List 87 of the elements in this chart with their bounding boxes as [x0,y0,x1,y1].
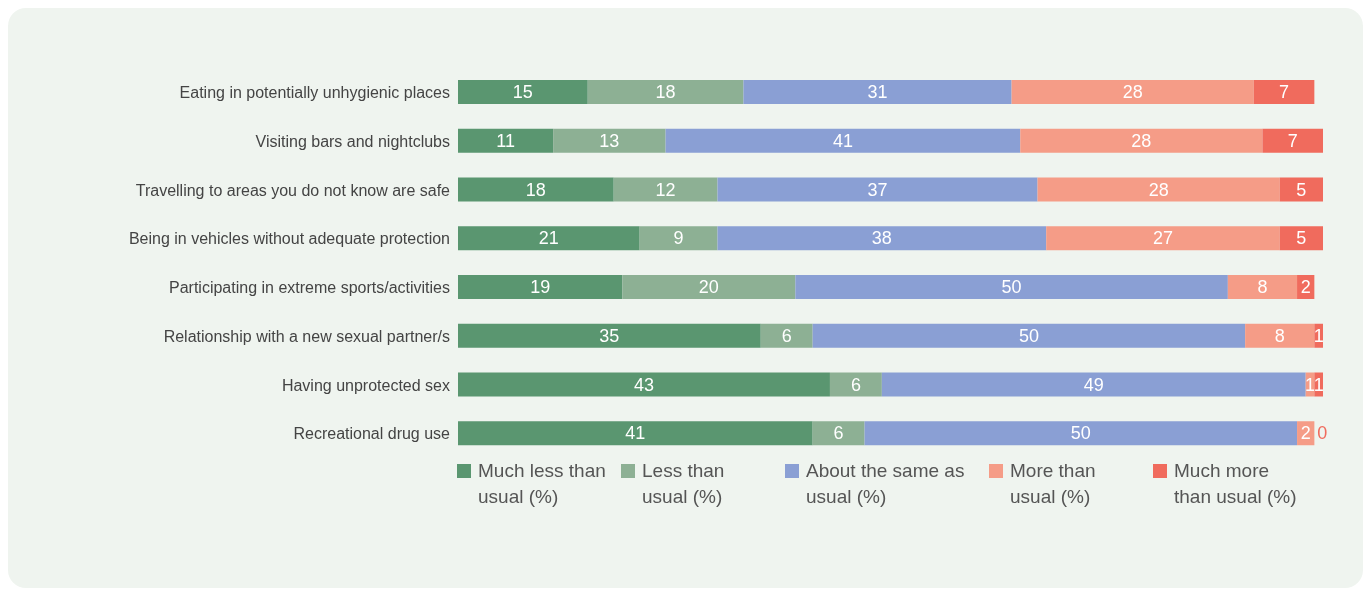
bar [812,323,1246,348]
data-label: 18 [525,179,546,200]
bar [717,226,1047,251]
data-label: 28 [1131,130,1152,151]
bar [1245,323,1315,348]
bar [1011,80,1254,104]
data-label: 21 [538,228,559,249]
data-label: 38 [871,228,892,249]
data-label: 43 [633,374,654,395]
data-label: 41 [832,130,853,151]
data-label: 2 [1300,277,1311,297]
data-label: 28 [1148,179,1169,200]
bar [1046,226,1280,251]
bar [458,421,813,446]
data-label: 8 [1257,277,1268,297]
bar [1262,128,1323,153]
legend-label: Much more than usual (%) [1174,459,1298,509]
y-tick-label: Travelling to areas you do not know are safe [135,181,451,199]
data-label: 27 [1152,228,1173,249]
legend-label: More than usual (%) [1010,459,1097,509]
bar [1227,275,1298,299]
y-tick-label: Recreational drug use [293,425,451,443]
bar [458,177,614,202]
bar [1020,128,1263,153]
data-label: 9 [673,228,684,249]
y-tick-label: Being in vehicles without adequate protection [128,230,450,248]
bar [458,275,623,299]
legend-label: Much less than usual (%) [478,459,607,509]
bar [458,80,588,104]
data-label: 41 [625,423,646,444]
bar [760,323,813,348]
bar [587,80,744,104]
bar [881,372,1306,397]
data-label: 31 [867,82,888,102]
data-label: 6 [833,423,844,444]
data-label: 7 [1279,82,1290,102]
bar [743,80,1012,104]
data-label: 50 [1001,277,1022,297]
bar [812,421,865,446]
y-tick-label: Visiting bars and nightclubs [255,132,450,150]
data-label: 20 [698,277,719,297]
bar [639,226,718,251]
bar [622,275,796,299]
data-label: 1 [1313,325,1324,346]
bar [665,128,1021,153]
bar [458,226,640,251]
data-label: 5 [1296,228,1307,249]
data-label: 18 [655,82,676,102]
data-label: 7 [1287,130,1298,151]
data-label: 2 [1300,423,1311,444]
bar [613,177,718,202]
bar [1253,80,1315,104]
data-label: 15 [512,82,533,102]
bar [1279,177,1323,202]
legend-label: Less than usual (%) [642,459,726,509]
data-label: 1 [1305,374,1316,395]
data-label: 0 [1317,423,1328,444]
data-label: 35 [599,325,620,346]
data-label: 37 [867,179,888,200]
y-tick-label: Eating in potentially unhygienic places [179,84,450,102]
bar [717,177,1038,202]
data-label: 5 [1296,179,1307,200]
data-label: 28 [1122,82,1143,102]
data-label: 6 [850,374,861,395]
bar [553,128,666,153]
y-tick-label: Participating in extreme sports/activities [169,279,450,297]
data-label: 12 [655,179,676,200]
legend-label: About the same as usual (%) [806,459,966,509]
bar [1037,177,1280,202]
data-label: 8 [1274,325,1285,346]
bar [864,421,1298,446]
data-label: 13 [599,130,620,151]
data-label: 1 [1313,374,1324,395]
data-label: 19 [530,277,551,297]
y-tick-label: Relationship with a new sexual partner/s [163,327,450,345]
bar [458,128,554,153]
data-label: 6 [781,325,792,346]
bar [1279,226,1323,251]
bar [458,372,830,397]
bar [829,372,882,397]
data-label: 50 [1070,423,1091,444]
y-tick-label: Having unprotected sex [281,376,450,394]
data-label: 49 [1083,374,1104,395]
bar [458,323,761,348]
data-label: 11 [496,130,515,151]
data-label: 50 [1018,325,1039,346]
bar [795,275,1228,299]
